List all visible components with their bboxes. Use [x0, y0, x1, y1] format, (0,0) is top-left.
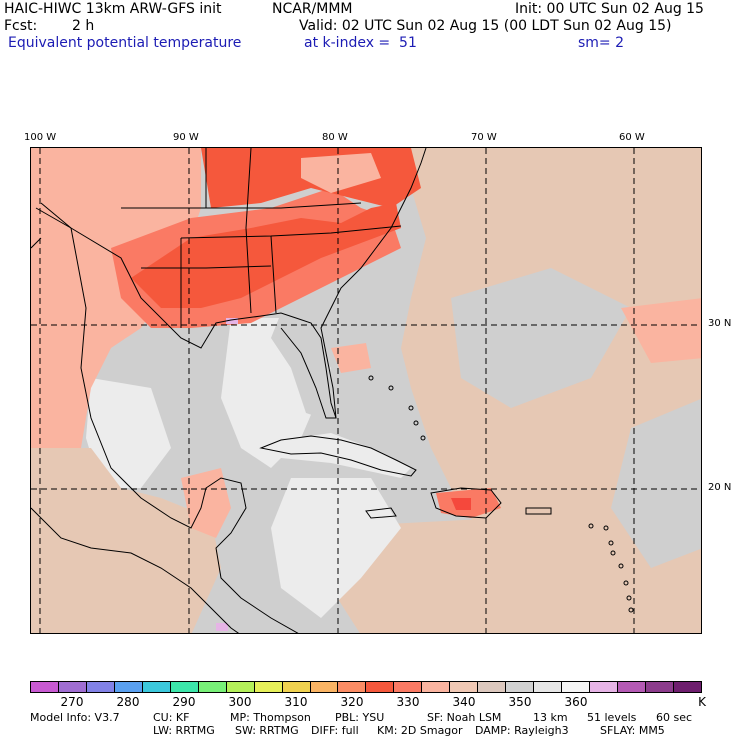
org-label: NCAR/MMM	[272, 1, 353, 17]
footer-pbl: PBL: YSU	[335, 711, 385, 724]
state-border-3	[141, 265, 272, 269]
lon-label-80w: 80 W	[322, 132, 348, 143]
colorbar-cell	[534, 682, 563, 692]
colorbar-tick-label: 300	[228, 695, 252, 709]
graticule	[31, 148, 701, 633]
colorbar-cell	[506, 682, 535, 692]
colorbar-cell	[86, 682, 115, 692]
lat-label-20n: 20 N	[708, 482, 732, 493]
lesser-antilles	[368, 375, 634, 613]
colorbar-cell	[645, 682, 674, 692]
lon-label-60w: 60 W	[619, 132, 645, 143]
colorbar-cell	[142, 682, 171, 692]
footer-timestep: 60 sec	[656, 711, 693, 724]
footer-sw: SW: RRTMG	[235, 724, 299, 737]
init-time: Init: 00 UTC Sun 02 Aug 15	[515, 1, 704, 17]
colorbar-cell	[366, 682, 395, 692]
colorbar-cell	[254, 682, 283, 692]
state-border-2	[180, 225, 402, 239]
colorbar-tick-label: 340	[452, 695, 476, 709]
colorbar-tick-label: 330	[396, 695, 420, 709]
footer-model-info: Model Info: V3.7	[30, 711, 120, 724]
colorbar-cell	[478, 682, 507, 692]
colorbar-tick-label: 320	[340, 695, 364, 709]
colorbar-cell	[198, 682, 227, 692]
colorbar-cell	[422, 682, 451, 692]
atlantic-gray-band	[451, 268, 631, 408]
yucatan-salmon	[181, 468, 231, 538]
footer-sflay: SFLAY: MM5	[600, 724, 665, 737]
colorbar-tick-label: 290	[172, 695, 196, 709]
smooth-label: sm= 2	[578, 35, 625, 51]
footer-cu: CU: KF	[153, 711, 190, 724]
level-label: at k-index = 51	[304, 35, 417, 51]
pink-spot-1	[226, 318, 238, 324]
central-america-pacific	[31, 507, 240, 633]
lat-label-30n: 30 N	[708, 318, 732, 329]
colorbar-cell	[450, 682, 479, 692]
model-title: HAIC-HIWC 13km ARW-GFS init	[4, 1, 222, 17]
colorbar-cell	[282, 682, 311, 692]
field-name: Equivalent potential temperature	[8, 35, 242, 51]
mexico-tan	[31, 448, 221, 633]
cuba-light	[261, 433, 411, 478]
footer-lw: LW: RRTMG	[153, 724, 215, 737]
puerto-rico-outline	[525, 507, 552, 515]
atlantic-salmon-blob-2	[331, 343, 371, 373]
mexico-coast	[70, 227, 299, 633]
colorbar-tick-label: 270	[60, 695, 84, 709]
gulf-light-2	[86, 378, 171, 488]
colorbar-cell	[170, 682, 199, 692]
theta-e-map	[31, 148, 701, 633]
us-atlantic-coast	[320, 148, 427, 419]
southeast-us-red	[131, 203, 401, 308]
caribbean-light-region	[271, 478, 401, 618]
lon-label-70w: 70 W	[471, 132, 497, 143]
fcst-value: 2 h	[72, 18, 95, 34]
hispaniola-outline	[430, 487, 502, 519]
colorbar-cell	[590, 682, 619, 692]
jamaica-outline	[365, 507, 397, 519]
colorbar-tick-label: K	[698, 695, 706, 709]
hispaniola-red	[451, 498, 471, 510]
colorbar-cell	[562, 682, 591, 692]
pink-spot-2	[216, 623, 228, 631]
footer-km: KM: 2D Smagor	[377, 724, 463, 737]
colorbar-cell	[58, 682, 87, 692]
colorbar-cell	[673, 682, 701, 692]
us-gulf-coast	[35, 207, 337, 419]
colorbar-cell	[338, 682, 367, 692]
us-mexico-border	[31, 202, 72, 249]
fcst-label: Fcst:	[4, 18, 38, 34]
colorbar-tick-label: 360	[564, 695, 588, 709]
colorbar	[30, 681, 702, 693]
colorbar-cell	[114, 682, 143, 692]
map-panel	[30, 147, 702, 634]
northeast-salmon	[301, 153, 381, 193]
footer-damp: DAMP: Rayleigh3	[475, 724, 569, 737]
coastlines	[31, 148, 552, 633]
colorbar-cell	[310, 682, 339, 692]
colorbar-cell	[618, 682, 646, 692]
lon-label-100w: 100 W	[24, 132, 57, 143]
atlantic-salmon-blob	[621, 298, 701, 363]
colorbar-cell	[226, 682, 255, 692]
colorbar-cell	[31, 682, 59, 692]
colorbar-tick-label: 310	[284, 695, 308, 709]
state-border-1	[121, 202, 362, 209]
footer-levels: 51 levels	[587, 711, 637, 724]
valid-time: Valid: 02 UTC Sun 02 Aug 15 (00 LDT Sun …	[299, 18, 672, 34]
colorbar-tick-label: 280	[116, 695, 140, 709]
colorbar-cell	[394, 682, 423, 692]
footer-sf: SF: Noah LSM	[427, 711, 502, 724]
lon-label-90w: 90 W	[173, 132, 199, 143]
colorbar-tick-label: 350	[508, 695, 532, 709]
footer-diff: DIFF: full	[311, 724, 359, 737]
cuba-outline	[259, 435, 417, 477]
footer-resolution: 13 km	[533, 711, 568, 724]
footer-mp: MP: Thompson	[230, 711, 311, 724]
state-border-4	[180, 148, 277, 328]
